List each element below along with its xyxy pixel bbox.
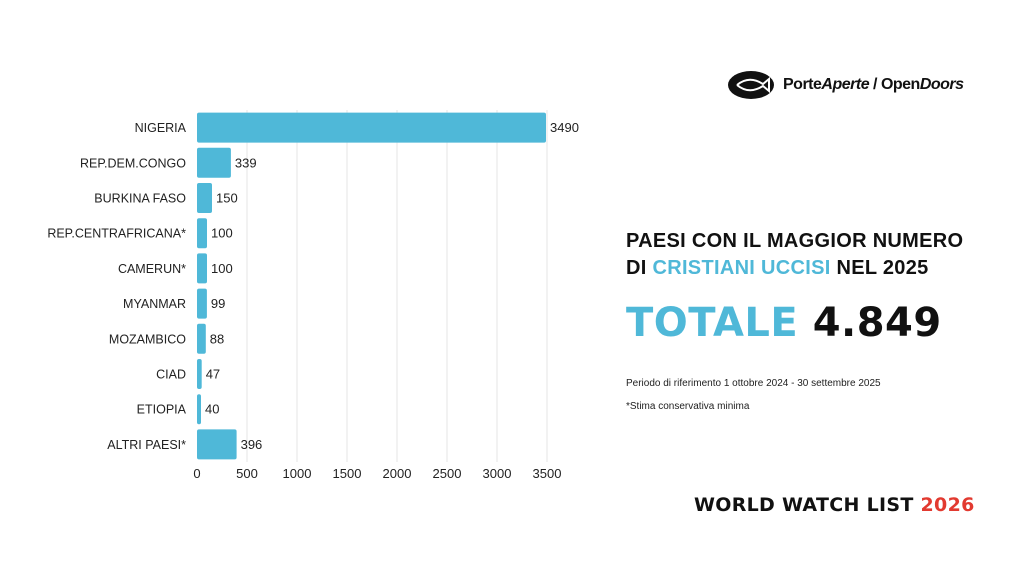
data-label: 339 <box>235 155 257 170</box>
x-tick-label: 3500 <box>533 466 562 481</box>
data-label: 40 <box>205 402 219 417</box>
data-label: 100 <box>211 226 233 241</box>
data-label: 150 <box>216 191 238 206</box>
bar-chart: 0 500 1000 1500 2000 2500 3000 3500 NIGERIA 3490 R… <box>47 110 579 481</box>
data-label: 88 <box>210 331 224 346</box>
logo-text: PorteAperte / OpenDoors <box>783 76 964 93</box>
total: TOTALE 4.849 <box>626 300 942 346</box>
bar <box>197 323 206 354</box>
logo: PorteAperte / OpenDoors <box>727 70 964 100</box>
category-label: CIAD <box>156 368 186 382</box>
world-watch-list-footer: WORLD WATCH LIST 2026 <box>694 494 975 516</box>
bar <box>197 359 202 389</box>
category-label: MYANMAR <box>123 297 186 311</box>
data-label: 47 <box>206 367 220 382</box>
x-tick-label: 0 <box>193 466 200 481</box>
category-label: NIGERIA <box>135 121 187 135</box>
bar <box>197 429 237 460</box>
category-label: ALTRI PAESI* <box>107 438 186 452</box>
bar <box>197 183 212 213</box>
bar <box>197 147 231 178</box>
category-label: ETIOPIA <box>137 403 187 417</box>
category-label: REP.DEM.CONGO <box>80 156 186 170</box>
data-label: 396 <box>241 437 263 452</box>
x-tick-label: 3000 <box>483 466 512 481</box>
bar <box>197 288 207 319</box>
x-tick-label: 1000 <box>283 466 312 481</box>
data-label: 99 <box>211 296 225 311</box>
data-label: 100 <box>211 261 233 276</box>
headline: PAESI CON IL MAGGIOR NUMERO DI CRISTIANI… <box>626 230 964 279</box>
category-label: REP.CENTRAFRICANA* <box>47 227 186 241</box>
category-label: CAMERUN* <box>118 262 186 276</box>
reference-period: Periodo di riferimento 1 ottobre 2024 - … <box>626 378 881 389</box>
bar <box>197 253 207 284</box>
bar <box>197 218 207 249</box>
x-tick-label: 2000 <box>383 466 412 481</box>
bar <box>197 394 201 425</box>
x-tick-label: 2500 <box>433 466 462 481</box>
data-label: 3490 <box>550 120 579 135</box>
category-label: MOZAMBICO <box>109 332 186 346</box>
x-tick-label: 1500 <box>333 466 362 481</box>
x-tick-label: 500 <box>236 466 258 481</box>
category-label: BURKINA FASO <box>94 192 186 206</box>
footnote: *Stima conservativa minima <box>626 401 750 412</box>
fish-logo-icon <box>728 71 774 99</box>
bar <box>197 112 546 143</box>
